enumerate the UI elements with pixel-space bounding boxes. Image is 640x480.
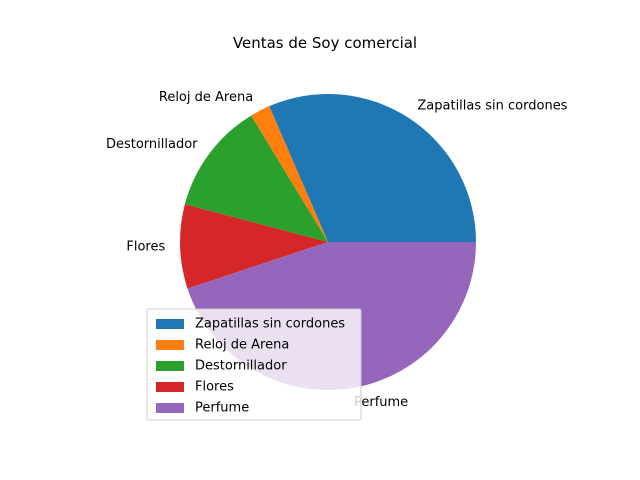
- legend-swatch-zapatillas-sin-cordones: [156, 319, 184, 329]
- legend-entries: Zapatillas sin cordones Reloj de Arena Des…: [156, 317, 345, 416]
- chart-title: Ventas de Soy comercial: [233, 34, 417, 52]
- slice-label-perfume: Perfume: [354, 395, 408, 410]
- legend-swatch-perfume: [156, 403, 184, 413]
- legend-frame: [146, 308, 362, 421]
- slice-label-destornillador: Destornillador: [106, 137, 198, 152]
- pie-slice-flores: [180, 204, 328, 289]
- legend-label-destornillador: Destornillador: [195, 359, 287, 374]
- pie-slice-labels: Zapatillas sin cordones Reloj de Arena Des…: [106, 90, 568, 410]
- legend-swatch-reloj-de-arena: [156, 340, 184, 350]
- legend: Zapatillas sin cordones Reloj de Arena Des…: [146, 308, 362, 421]
- slice-label-zapatillas-sin-cordones: Zapatillas sin cordones: [417, 98, 567, 113]
- legend-label-reloj-de-arena: Reloj de Arena: [195, 338, 289, 353]
- pie-slice-reloj-de-arena: [251, 106, 328, 242]
- pie-slice-destornillador: [184, 115, 328, 242]
- slice-label-reloj-de-arena: Reloj de Arena: [159, 90, 253, 105]
- legend-label-perfume: Perfume: [195, 401, 249, 416]
- slice-label-flores: Flores: [126, 240, 165, 255]
- legend-label-flores: Flores: [195, 380, 234, 395]
- legend-swatch-flores: [156, 382, 184, 392]
- legend-swatch-destornillador: [156, 361, 184, 371]
- pie-slice-zapatillas-sin-cordones: [269, 93, 476, 243]
- legend-label-zapatillas-sin-cordones: Zapatillas sin cordones: [195, 317, 345, 332]
